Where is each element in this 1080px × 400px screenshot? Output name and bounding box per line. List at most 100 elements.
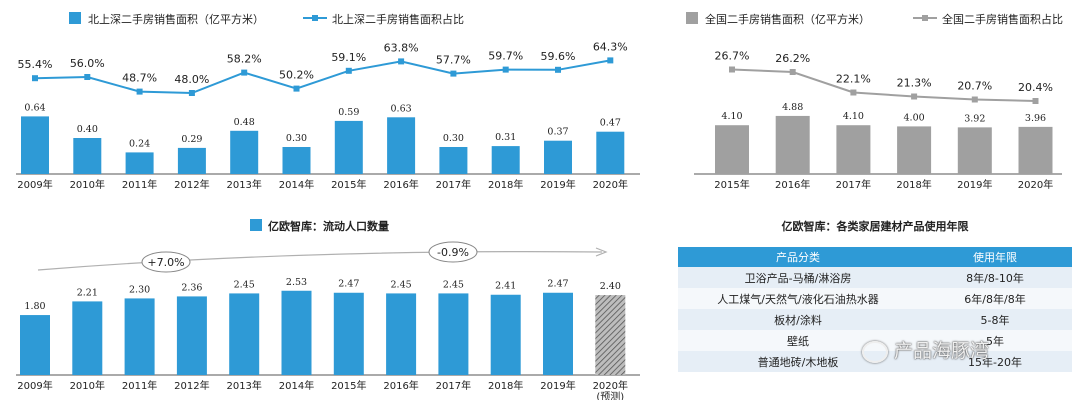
share-value-label: 58.2% [227,53,262,66]
bar-forecast [595,295,626,375]
table-row: 普通地砖/木地板 15年-20年 [678,351,1072,372]
x-tick-label: 2020年 [593,379,628,392]
legend-swatch-bar [69,12,81,24]
bar-value-label: 0.40 [77,124,98,135]
share-point [1032,98,1039,104]
share-value-label: 59.7% [488,50,523,63]
share-point [607,57,614,64]
bar [387,117,416,174]
bar [544,140,572,174]
legend-label-bar: 全国二手房销售面积（亿平方米） [705,12,870,26]
share-point [502,66,509,73]
share-value-label: 26.7% [715,50,750,63]
table-header-row: 产品分类 使用年限 [678,247,1072,267]
bar [282,147,311,174]
share-point [188,90,195,96]
share-line [731,68,1036,102]
x-tick-label: 2018年 [488,379,523,392]
table-cell-lifespan: 6年/8年/8年 [918,288,1072,309]
bar-value-label: 2.41 [495,281,516,292]
bar [73,138,102,174]
bar-value-label: 0.31 [495,132,516,143]
bar-value-label: 0.59 [338,107,359,118]
chart3-migrant-population: 1.80 2009年 2.21 2010年 2.30 2011年 2.36 2012年 2.45… [16,241,640,400]
legend-label-bar: 北上深二手房销售面积（亿平方米） [88,12,264,26]
table-row: 板材/涂料 5-8年 [678,309,1072,330]
bar-value-label: 2.45 [391,279,412,290]
share-point [729,66,735,73]
x-tick-label: 2019年 [540,178,575,191]
bar-value-label: 0.48 [234,117,255,128]
x-tick-label: 2010年 [70,178,105,191]
share-value-label: 20.7% [957,80,992,93]
share-point [241,69,248,76]
x-tick-label: 2020年 [1018,178,1053,191]
x-tick-label: 2012年 [174,178,209,191]
share-point [911,93,918,100]
x-tick-label: 2012年 [174,379,209,392]
share-point [398,58,405,65]
table-header-lifespan: 使用年限 [918,247,1072,267]
bar [21,116,49,174]
bar [230,130,259,174]
legend-swatch-line-marker [922,15,928,21]
table-cell-category: 板材/涂料 [678,309,918,330]
table-row: 壁纸 5年 [678,330,1072,351]
trend-arrowhead [595,247,608,257]
x-tick-label: 2019年 [957,178,992,191]
share-value-label: 21.3% [897,77,932,90]
share-point [850,89,857,96]
legend-swatch-bar [686,12,698,24]
table-title: 亿欧智库：各类家居建材产品使用年限 [782,219,969,233]
bar-value-label: 4.10 [721,111,742,122]
share-point [789,69,796,75]
bar [897,126,932,174]
table-cell-lifespan: 5年 [918,330,1072,351]
lifespan-table: 产品分类 使用年限 卫浴产品-马桶/淋浴房 8年/8-10年 人工煤气/天然气/… [678,247,1072,372]
bar [333,292,364,375]
legend-swatch-line-marker [312,15,318,21]
bar-value-label: 0.29 [181,134,202,145]
bar [543,292,573,375]
bar-value-label: 0.47 [600,118,621,129]
bar-value-label: 0.24 [129,138,150,149]
bar-value-label: 0.63 [391,103,412,114]
bar [775,115,810,174]
bar [176,296,207,375]
bar-value-label: 4.10 [843,111,864,122]
share-value-label: 22.1% [836,73,871,86]
share-value-label: 55.4% [18,58,53,71]
x-tick-label: 2016年 [775,178,810,191]
x-tick-label: 2009年 [17,178,52,191]
legend-label-line: 全国二手房销售面积占比 [942,12,1063,26]
bar-value-label: 3.92 [964,113,985,124]
bar [438,293,469,375]
watermark-text: 产品海豚湾 [894,340,990,362]
table-cell-category: 人工煤气/天然气/液化石油热水器 [678,288,918,309]
share-value-label: 26.2% [775,52,810,65]
x-tick-label: 2017年 [436,178,471,191]
table-cell-category: 壁纸 [678,330,918,351]
share-value-label: 48.7% [122,72,157,85]
x-tick-label: 2015年 [331,178,366,191]
share-value-label: 64.3% [593,40,628,53]
bar-value-label: 2.45 [443,279,464,290]
growth-annotation-bubble [141,251,191,273]
bar-value-label: 1.80 [24,301,45,312]
table-cell-category: 卫浴产品-马桶/淋浴房 [678,267,918,288]
bar-value-label: 0.30 [443,133,464,144]
x-tick-label: 2015年 [714,178,749,191]
trend-arrow-line [37,251,603,271]
growth-annotation-label: -0.9% [437,246,469,259]
share-point [32,75,38,82]
watermark: 产品海豚湾 [862,336,989,363]
table-cell-lifespan: 8年/8-10年 [918,267,1072,288]
bar [124,298,155,375]
x-tick-label: 2016年 [383,379,418,392]
x-tick-label: 2014年 [279,178,314,191]
bar-value-label: 2.47 [547,279,568,290]
share-line [34,59,611,95]
x-tick-label: 2014年 [279,379,314,392]
bar [72,301,103,375]
